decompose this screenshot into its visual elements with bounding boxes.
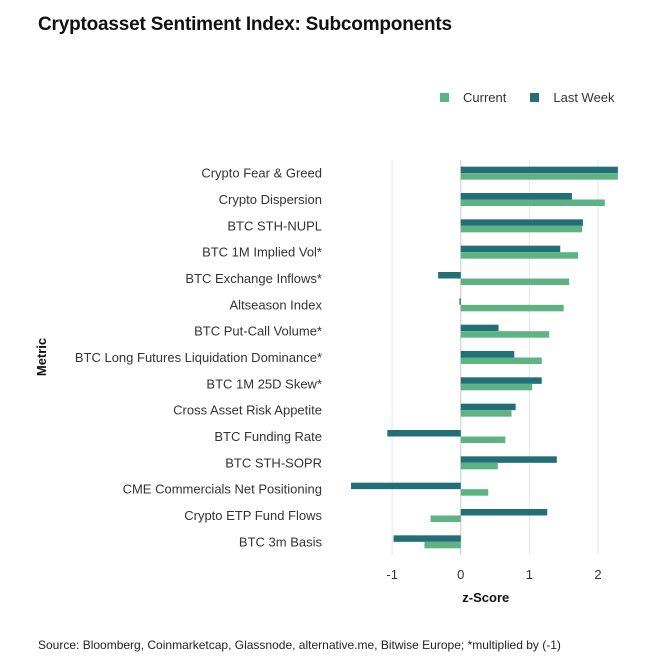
bar-current: [460, 462, 498, 470]
bar-current: [460, 252, 579, 259]
bar-last-week: [460, 219, 583, 226]
bar-last-week: [460, 403, 516, 411]
bar-current: [460, 173, 618, 180]
bar-current: [460, 410, 512, 417]
category-label: Crypto ETP Fund Flows: [184, 508, 322, 523]
bar-current: [460, 278, 570, 285]
legend-swatch-current: [440, 93, 449, 102]
bar-current: [460, 199, 605, 206]
x-tick-label: 0: [457, 567, 464, 582]
x-axis-title: z-Score: [462, 590, 509, 605]
legend-swatch-last-week: [530, 93, 540, 102]
bar-current: [430, 515, 461, 522]
bar-last-week: [459, 298, 461, 305]
category-label: Altseason Index: [229, 297, 322, 312]
category-label: BTC Long Futures Liquidation Dominance*: [75, 350, 322, 365]
category-label: BTC STH-NUPL: [227, 218, 322, 233]
category-label: Cross Asset Risk Appetite: [173, 403, 322, 418]
bar-current: [460, 225, 583, 233]
bar-current: [460, 357, 542, 364]
legend-item-last-week: Last Week: [530, 90, 615, 105]
bar-last-week: [460, 377, 542, 384]
source-note: Source: Bloomberg, Coinmarketcap, Glassn…: [38, 638, 561, 652]
bar-current: [460, 489, 489, 496]
bar-last-week: [460, 351, 515, 358]
bar-last-week: [460, 193, 572, 200]
y-axis-title: Metric: [34, 338, 49, 376]
bar-last-week: [460, 509, 548, 516]
x-tick-label: 2: [594, 567, 601, 582]
category-label: BTC 1M Implied Vol*: [202, 245, 322, 260]
bar-last-week: [351, 482, 461, 490]
bar-current: [460, 304, 564, 312]
category-label: BTC Put-Call Volume*: [194, 324, 322, 339]
category-label: BTC 3m Basis: [239, 534, 323, 549]
bar-current: [460, 383, 533, 391]
category-label: BTC Funding Rate: [214, 429, 322, 444]
bar-last-week: [460, 456, 557, 463]
bar-current: [460, 436, 506, 443]
category-label: BTC STH-SOPR: [225, 455, 322, 470]
bar-last-week: [387, 430, 461, 437]
chart-title: Cryptoasset Sentiment Index: Subcomponen…: [38, 14, 452, 35]
x-tick-label: 1: [526, 567, 533, 582]
category-label: CME Commercials Net Positioning: [123, 482, 322, 497]
bar-last-week: [460, 245, 561, 253]
category-label: BTC 1M 25D Skew*: [206, 376, 322, 391]
category-label: Crypto Fear & Greed: [201, 166, 322, 181]
bar-last-week: [460, 324, 499, 332]
bar-last-week: [438, 272, 461, 279]
bar-last-week: [393, 535, 461, 542]
category-label: BTC Exchange Inflows*: [185, 271, 322, 286]
bar-current: [460, 331, 550, 338]
bar-current: [424, 541, 461, 549]
legend-item-current: Current: [440, 90, 506, 105]
legend-label-last-week: Last Week: [553, 90, 615, 105]
category-label: Crypto Dispersion: [219, 192, 322, 207]
x-tick-label: -1: [386, 567, 398, 582]
legend: Current Last Week: [440, 90, 639, 105]
legend-label-current: Current: [463, 90, 507, 105]
bar-last-week: [460, 166, 618, 174]
